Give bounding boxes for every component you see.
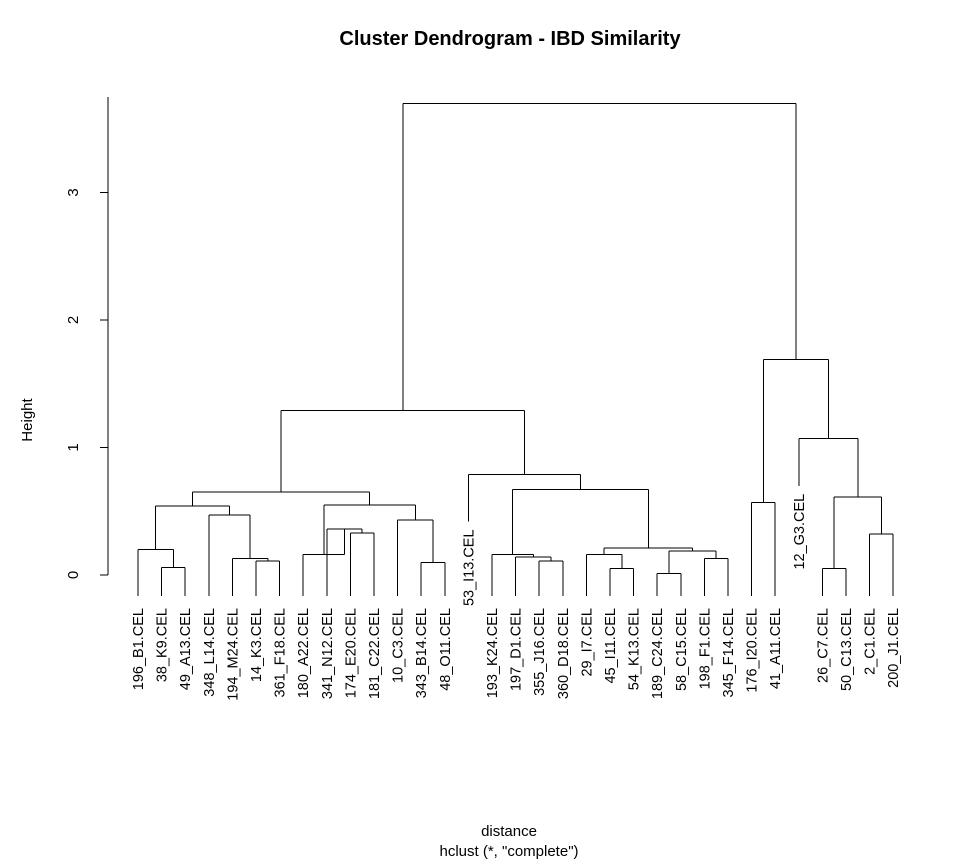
leaf-label: 361_F18.CEL — [273, 608, 289, 697]
leaf-label: 345_F14.CEL — [721, 608, 737, 697]
leaf-label: 41_A11.CEL — [768, 608, 784, 689]
leaf-labels: 196_B1.CEL 38_K9.CEL 49_A13.CEL 348_L14.CEL… — [131, 494, 902, 701]
leaf-label: 54_K13.CEL — [627, 608, 643, 690]
leaf-label: 181_C22.CEL — [367, 608, 383, 699]
leaf-label: 341_N12.CEL — [320, 608, 336, 699]
y-tick-label: 0 — [65, 571, 82, 579]
leaf-label: 348_L14.CEL — [202, 608, 218, 697]
leaf-label: 14_K3.CEL — [249, 608, 265, 682]
leaf-label: 194_M24.CEL — [225, 608, 241, 701]
y-tick-label: 3 — [65, 188, 82, 196]
leaf-label: 48_O11.CEL — [438, 608, 454, 691]
leaf-label: 12_G3.CEL — [792, 494, 808, 570]
y-axis: 0 1 2 3 — [65, 96, 109, 579]
leaf-label: 29_I7.CEL — [579, 608, 595, 677]
leaf-label: 360_D18.CEL — [556, 608, 572, 699]
leaf-label: 193_K24.CEL — [485, 608, 501, 698]
y-tick-label: 1 — [65, 443, 82, 451]
leaf-label: 174_E20.CEL — [343, 608, 359, 698]
leaf-label: 58_C15.CEL — [674, 608, 690, 691]
leaf-label: 45_I11.CEL — [603, 608, 619, 684]
leaf-label: 196_B1.CEL — [131, 608, 147, 690]
leaf-label: 198_F1.CEL — [697, 608, 713, 689]
leaf-label: 180_A22.CEL — [296, 608, 312, 698]
leaf-label: 189_C24.CEL — [650, 608, 666, 699]
leaf-label: 200_J1.CEL — [886, 608, 902, 688]
leaf-label: 53_I13.CEL — [461, 529, 477, 606]
leaf-label: 197_D1.CEL — [509, 608, 525, 691]
y-axis-label: Height — [19, 397, 36, 441]
leaf-label: 49_A13.CEL — [178, 608, 194, 690]
chart-title: Cluster Dendrogram - IBD Similarity — [339, 28, 681, 50]
leaf-label: 38_K9.CEL — [155, 608, 171, 682]
leaf-label: 355_J16.CEL — [532, 608, 548, 696]
leaf-label: 2_C1.CEL — [863, 608, 879, 675]
dendrogram-branches — [137, 102, 894, 596]
leaf-label: 10_C3.CEL — [391, 608, 407, 683]
leaf-label: 26_C7.CEL — [815, 608, 831, 683]
leaf-label: 343_B14.CEL — [414, 608, 430, 698]
leaf-label: 176_I20.CEL — [745, 608, 761, 693]
leaf-label: 50_C13.CEL — [839, 608, 855, 691]
x-axis-label: distance — [481, 823, 537, 840]
chart-subtitle: hclust (*, "complete") — [439, 843, 578, 860]
y-tick-label: 2 — [65, 316, 82, 324]
